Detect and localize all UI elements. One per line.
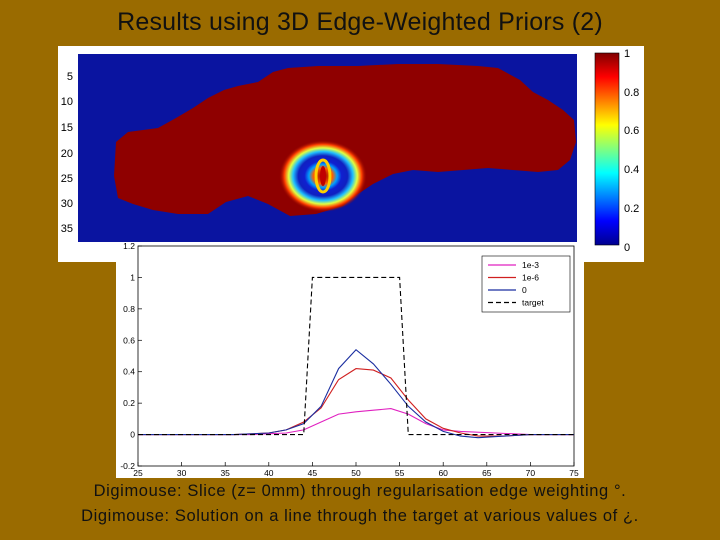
legend-label: 1e-3: [522, 260, 539, 270]
series-line-0: [138, 408, 574, 436]
heatmap-ytick: 15: [61, 122, 73, 134]
x-tick-label: 60: [438, 468, 448, 478]
x-tick-label: 50: [351, 468, 361, 478]
legend-label: 0: [522, 285, 527, 295]
slide-title: Results using 3D Edge-Weighted Priors (2…: [117, 8, 603, 36]
y-tick-label: 1.2: [123, 242, 135, 251]
heatmap-ytick: 35: [61, 223, 73, 235]
colorbar-tick: 0.2: [624, 203, 639, 215]
x-tick-label: 25: [133, 468, 143, 478]
line-plot-panel: 25 30 35 40 45 50 55 60 65 70 75 -0.2 0 0.2 0.4 0.6 0.8 1…: [116, 241, 584, 478]
colorbar-tick: 1: [624, 48, 630, 60]
x-tick-label: 75: [569, 468, 579, 478]
heatmap-ytick: 20: [61, 148, 73, 160]
x-tick-label: 65: [482, 468, 492, 478]
x-tick-label: 40: [264, 468, 274, 478]
y-tick-label: 0.4: [123, 367, 135, 377]
y-tick-label: 0.8: [123, 304, 135, 314]
y-tick-label: 0.6: [123, 335, 135, 345]
colorbar-tick: 0.8: [624, 87, 639, 99]
colorbar-tick: 0: [624, 242, 630, 254]
heatmap-ytick: 30: [61, 198, 73, 210]
heatmap-ytick: 5: [67, 71, 73, 83]
x-tick-label: 30: [177, 468, 187, 478]
body-region: [114, 64, 576, 216]
colorbar-tick: 0.4: [624, 164, 639, 176]
caption-line-2: Digimouse: Solution on a line through th…: [81, 507, 639, 525]
x-tick-label: 70: [526, 468, 536, 478]
plot-legend: 1e-3 1e-6 0 target: [481, 255, 571, 313]
y-tick-label: -0.2: [120, 461, 135, 471]
legend-label: target: [522, 298, 544, 308]
caption-line-1: Digimouse: Slice (z= 0mm) through regula…: [93, 482, 627, 500]
y-tick-label: 1: [130, 272, 135, 282]
x-tick-label: 45: [308, 468, 318, 478]
slice-image-panel: 5 10 15 20 25 30 35 1 0.8 0.6 0.4 0.2 0: [58, 46, 644, 262]
line-plot: 25 30 35 40 45 50 55 60 65 70 75 -0.2 0 0.2 0.4 0.6 0.8 1…: [120, 241, 579, 478]
series-line-2: [138, 348, 574, 439]
target-center: [320, 166, 326, 186]
y-tick-label: 0.2: [123, 398, 135, 408]
y-tick-label: 0: [130, 430, 135, 440]
colorbar-tick: 0.6: [624, 125, 639, 137]
series-line-3: [138, 276, 574, 436]
legend-label: 1e-6: [522, 273, 539, 283]
target-core: [314, 158, 332, 194]
heatmap-ytick: 10: [61, 96, 73, 108]
colorbar: [594, 52, 620, 246]
heatmap-ytick: 25: [61, 173, 73, 185]
slice-heatmap: 5 10 15 20 25 30 35 1 0.8 0.6 0.4 0.2 0: [61, 48, 640, 254]
x-tick-label: 35: [220, 468, 230, 478]
x-tick-label: 55: [395, 468, 405, 478]
